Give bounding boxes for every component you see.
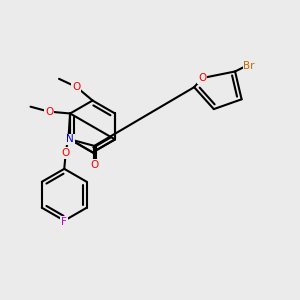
Text: O: O <box>45 106 53 117</box>
Text: O: O <box>72 82 80 92</box>
Text: N: N <box>66 134 74 144</box>
Text: F: F <box>61 217 67 227</box>
Text: Br: Br <box>243 61 255 70</box>
Text: O: O <box>198 73 206 83</box>
Text: O: O <box>90 160 98 170</box>
Text: O: O <box>61 148 70 158</box>
